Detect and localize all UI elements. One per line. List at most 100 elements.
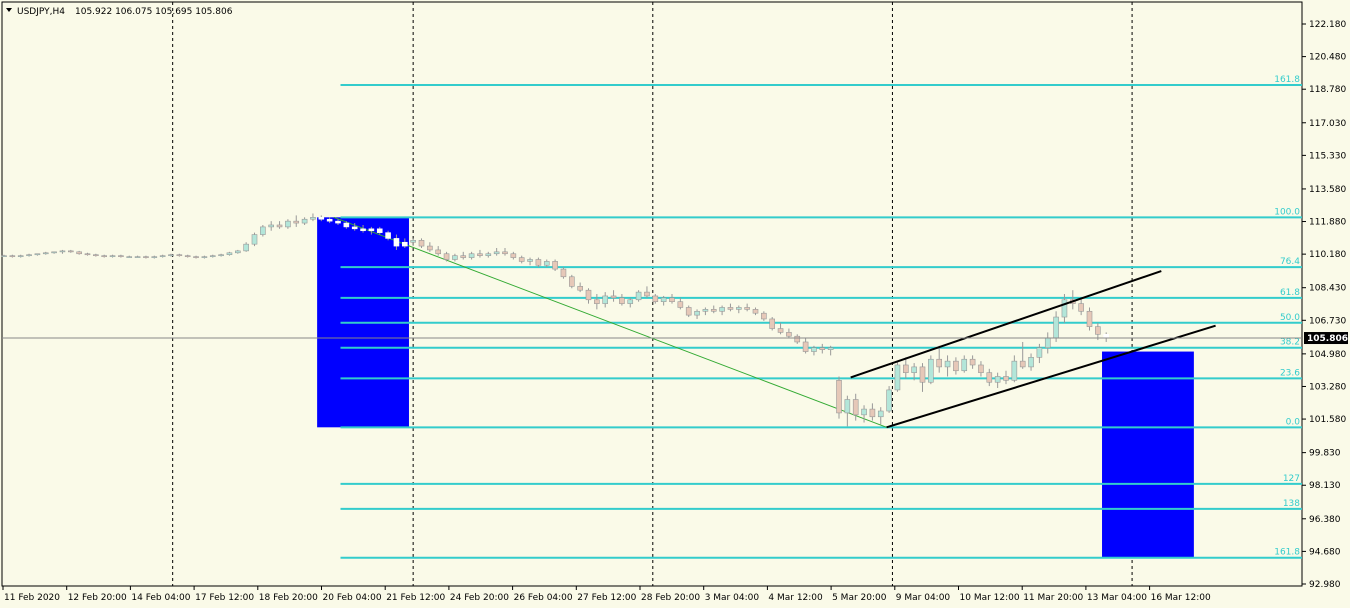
candle-body — [1036, 347, 1043, 358]
x-tick-label: 28 Feb 20:00 — [641, 593, 700, 603]
candle-body — [568, 276, 575, 287]
fib-label: 138 — [1283, 499, 1300, 509]
candle-body — [310, 217, 316, 220]
candle-body — [936, 358, 943, 368]
candle-body — [919, 366, 926, 383]
candle-body — [26, 254, 32, 257]
candle-body — [485, 253, 492, 256]
y-tick-label: 111.880 — [1309, 218, 1346, 228]
y-tick-label: 98.130 — [1309, 481, 1341, 491]
y-tick-label: 108.430 — [1309, 284, 1346, 294]
candle-body — [235, 250, 241, 254]
candle-body — [368, 228, 375, 232]
candle-body — [1061, 299, 1068, 318]
fib-label: 127 — [1283, 474, 1300, 484]
fib-label: 0.0 — [1286, 417, 1301, 427]
candle-body — [251, 234, 258, 245]
candle-body — [786, 332, 792, 337]
candle-body — [869, 408, 876, 418]
vertical-gridlines — [172, 2, 1133, 586]
candle-body — [978, 364, 984, 373]
channel-lines — [850, 270, 1216, 429]
candle-body — [260, 226, 266, 235]
y-tick-label: 92.980 — [1309, 580, 1341, 590]
candle-body — [961, 358, 968, 372]
y-tick-label: 103.280 — [1309, 382, 1346, 392]
x-tick-label: 13 Mar 04:00 — [1087, 593, 1147, 603]
candle-body — [694, 310, 700, 316]
candle-body — [769, 318, 776, 329]
candle-body — [493, 251, 500, 255]
candle-body — [727, 307, 734, 310]
channel-line — [850, 270, 1162, 379]
fib-label: 100.0 — [1274, 207, 1300, 217]
x-tick-label: 26 Feb 04:00 — [514, 593, 573, 603]
candles — [1, 213, 1109, 427]
candle-body — [84, 253, 91, 256]
candle-body — [59, 250, 66, 253]
candle-body — [460, 255, 467, 258]
y-tick-label: 106.730 — [1309, 316, 1346, 326]
candle-body — [276, 224, 283, 228]
candle-body — [894, 364, 901, 391]
candle-body — [401, 241, 408, 247]
candle-body — [218, 254, 224, 257]
candle-body — [702, 309, 709, 312]
candle-body — [752, 309, 759, 314]
candle-body — [42, 252, 49, 255]
current-price-label: 105.806 — [1307, 334, 1348, 344]
candle-body — [619, 297, 625, 304]
candle-body — [527, 259, 533, 262]
candle-body — [644, 291, 650, 297]
candle-body — [518, 257, 525, 262]
x-tick-label: 14 Feb 04:00 — [131, 593, 190, 603]
candle-body — [627, 299, 634, 304]
candle-body — [911, 366, 917, 373]
candle-body — [9, 255, 16, 257]
diagonal-trendline — [333, 216, 887, 428]
candle-body — [360, 228, 366, 232]
x-tick-label: 3 Mar 04:00 — [705, 593, 760, 603]
candle-body — [76, 251, 82, 255]
candle-body — [93, 254, 99, 257]
x-tick-label: 24 Feb 20:00 — [450, 593, 509, 603]
candle-body — [594, 299, 600, 304]
fibonacci-levels: 161.8 100.0 76.4 61.8 50.0 38.2 23.6 0.0 127 138 1… — [340, 75, 1302, 559]
x-tick-label: 27 Feb 12:00 — [577, 593, 636, 603]
dropdown-triangle-icon[interactable] — [6, 8, 12, 12]
x-tick-label: 4 Mar 12:00 — [768, 593, 823, 603]
fib-label: 61.8 — [1280, 288, 1300, 298]
candle-body — [243, 243, 249, 252]
candle-body — [201, 256, 208, 258]
y-tick-label: 104.980 — [1309, 350, 1346, 360]
channel-line — [886, 324, 1216, 429]
candle-body — [1095, 326, 1101, 335]
candle-body — [143, 256, 149, 258]
candle-body — [735, 307, 742, 310]
candle-body — [844, 399, 851, 414]
candle-body — [343, 222, 350, 228]
candle-body — [953, 360, 959, 372]
candle-body — [994, 376, 1001, 383]
candle-body — [1019, 360, 1026, 368]
candle-body — [669, 297, 675, 302]
candle-body — [902, 364, 909, 373]
candle-body — [802, 341, 809, 352]
blue-zone — [1102, 351, 1194, 558]
candle-body — [301, 218, 308, 224]
current-price-box — [1304, 332, 1348, 345]
candle-body — [427, 245, 433, 251]
candle-body — [819, 347, 826, 350]
candle-body — [552, 261, 558, 270]
candle-body — [468, 253, 475, 258]
candle-body — [685, 307, 692, 316]
candle-body — [928, 358, 934, 383]
candle-body — [1011, 360, 1018, 381]
candle-body — [744, 307, 750, 310]
candle-body — [159, 255, 166, 257]
y-tick-label: 117.030 — [1309, 119, 1346, 129]
candle-body — [435, 249, 442, 255]
y-tick-label: 96.380 — [1309, 515, 1341, 525]
candle-body — [168, 254, 174, 257]
